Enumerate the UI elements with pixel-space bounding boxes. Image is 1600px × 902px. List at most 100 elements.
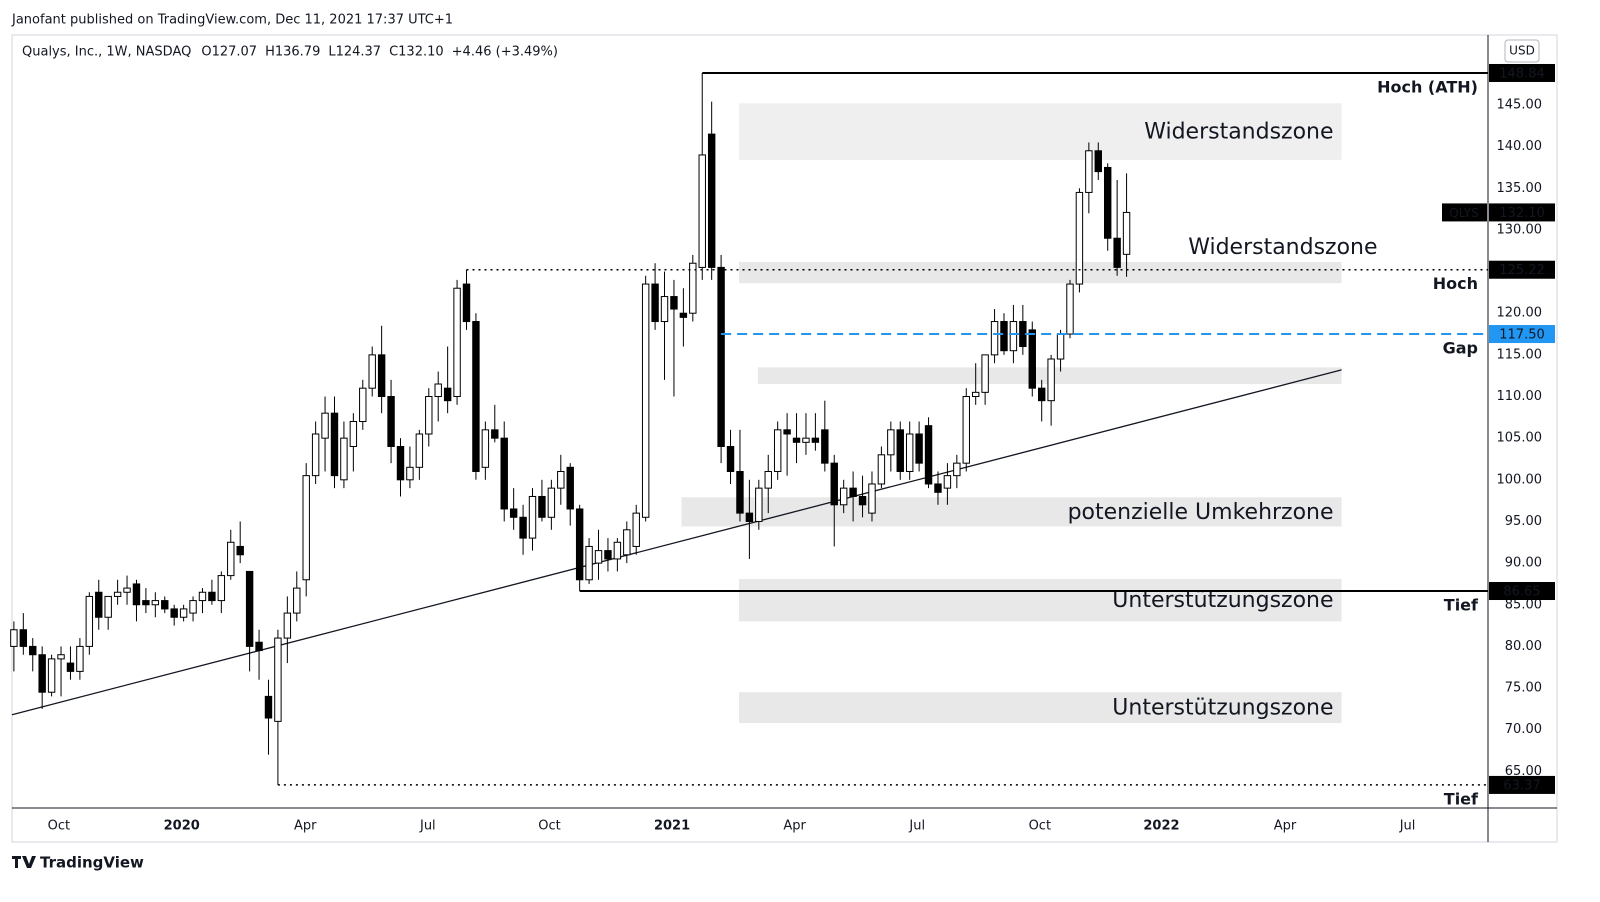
level-price-box (1489, 63, 1555, 82)
symbol-tag: QLYS (1449, 206, 1478, 220)
candle-body (707, 133, 716, 268)
level-price-box (1489, 325, 1555, 344)
zone (739, 261, 1342, 284)
candle-body (924, 425, 933, 485)
candle-body (821, 429, 829, 464)
candle-body (1113, 237, 1121, 268)
candle-body (896, 429, 904, 472)
zone-label: potenzielle Umkehrzone (1068, 500, 1334, 525)
candle-body (528, 495, 537, 539)
brand-logo (12, 856, 36, 868)
candle-body (849, 487, 857, 497)
candle-body (783, 429, 791, 435)
candle-body (877, 454, 886, 485)
candle-body (509, 508, 518, 518)
level-name: Hoch (ATH) (1377, 77, 1478, 96)
candle-body (396, 445, 405, 481)
x-tick-label: Jul (419, 819, 436, 834)
candle-body (1066, 283, 1074, 335)
candle-body (161, 600, 169, 610)
currency[interactable]: USD (1509, 44, 1535, 58)
zone-label: Widerstandszone (1144, 120, 1333, 145)
candle-body (736, 470, 744, 514)
change: +4.46 (+3.49%) (452, 45, 558, 60)
y-tick-label: 110.00 (1497, 389, 1543, 404)
candle-body (1122, 211, 1131, 255)
x-tick-label: 2021 (654, 819, 690, 834)
level-name: Tief (1444, 596, 1479, 615)
ohlc-value: L124.37 (328, 45, 381, 60)
candle-body (255, 641, 263, 652)
candle-body (236, 545, 244, 556)
x-tick-label: 2022 (1143, 819, 1179, 834)
candle-body (566, 466, 574, 510)
candle-body (415, 433, 424, 468)
ohlc-value: H136.79 (265, 45, 320, 60)
y-tick-label: 140.00 (1497, 139, 1543, 154)
candle-body (575, 508, 584, 581)
candle-body (462, 283, 471, 323)
candle-body (387, 396, 395, 447)
candle-body (76, 645, 84, 672)
candle-body (274, 637, 282, 722)
candle-body (962, 396, 970, 464)
candle-body (29, 645, 37, 656)
candle-body (990, 321, 999, 356)
candle-body (104, 595, 112, 618)
candle-body (406, 466, 414, 481)
candle-body (839, 487, 848, 506)
candle-body (245, 570, 254, 647)
candle-body (95, 591, 103, 618)
candle-body (85, 595, 94, 647)
candle-body (868, 483, 876, 514)
candle-body (557, 470, 565, 489)
candle-body (905, 433, 914, 472)
last-price-box (1489, 203, 1555, 222)
currency-box[interactable] (1504, 39, 1540, 63)
candle-body (491, 429, 499, 439)
level-name: Tief (1444, 789, 1479, 808)
candle-body (641, 283, 650, 518)
candle-body (670, 296, 678, 310)
candle-body (726, 445, 735, 472)
candle-body (1009, 321, 1018, 352)
candle-body (1056, 333, 1065, 360)
x-tick-label: Jul (1399, 819, 1416, 834)
candle-body (764, 470, 772, 489)
y-tick-label: 80.00 (1505, 639, 1542, 654)
candle-body (434, 383, 442, 398)
x-tick-label: Apr (783, 819, 806, 834)
candle-body (651, 283, 659, 323)
level-price: 125.22 (1499, 263, 1545, 278)
candle-body (151, 600, 160, 606)
candle-body (311, 433, 320, 477)
candle-body (377, 354, 386, 398)
candle-body (830, 462, 838, 506)
candle-body (1075, 191, 1084, 285)
candle-body (217, 575, 226, 602)
candle-body (453, 287, 461, 398)
candle-body (132, 583, 141, 606)
candle-body (660, 296, 669, 323)
y-tick-label: 145.00 (1497, 97, 1543, 112)
candle-body (698, 154, 706, 268)
candle-body (792, 437, 801, 443)
zone (739, 692, 1342, 724)
candle-body (208, 591, 216, 602)
candle-body (717, 266, 725, 447)
y-tick-label: 65.00 (1505, 764, 1542, 779)
candle-body (755, 487, 763, 522)
candle-body (689, 262, 697, 314)
candle-body (1085, 150, 1093, 193)
zone-label: Unterstützungszone (1112, 696, 1333, 721)
candle-body (538, 495, 546, 518)
x-tick-label: Apr (294, 819, 317, 834)
candle-body (425, 396, 433, 435)
y-tick-label: 95.00 (1505, 514, 1542, 529)
level-price-box (1489, 582, 1555, 601)
level-price: 63.37 (1503, 778, 1540, 793)
candle-body (1047, 358, 1055, 402)
candle-body (66, 662, 75, 672)
candle-body (359, 387, 367, 422)
